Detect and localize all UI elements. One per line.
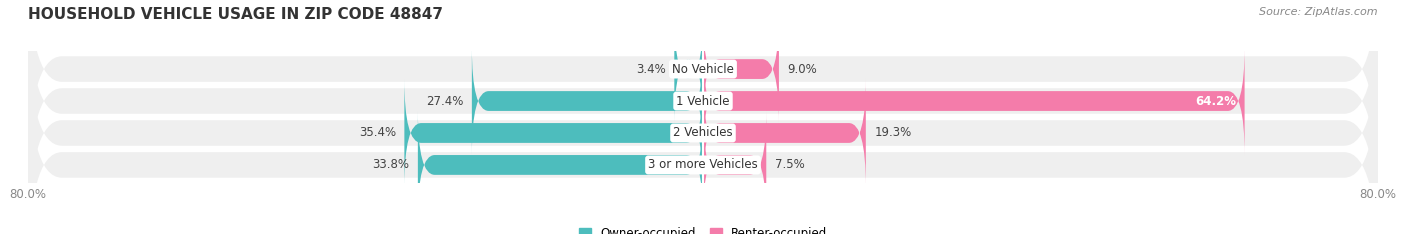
FancyBboxPatch shape (675, 15, 703, 123)
Text: 27.4%: 27.4% (426, 95, 464, 107)
Text: 64.2%: 64.2% (1195, 95, 1236, 107)
Text: 33.8%: 33.8% (373, 158, 409, 172)
Text: 35.4%: 35.4% (359, 127, 396, 139)
Legend: Owner-occupied, Renter-occupied: Owner-occupied, Renter-occupied (574, 222, 832, 234)
Text: 7.5%: 7.5% (775, 158, 804, 172)
FancyBboxPatch shape (703, 47, 1244, 155)
Text: HOUSEHOLD VEHICLE USAGE IN ZIP CODE 48847: HOUSEHOLD VEHICLE USAGE IN ZIP CODE 4884… (28, 7, 443, 22)
FancyBboxPatch shape (703, 111, 766, 219)
FancyBboxPatch shape (28, 0, 1378, 184)
FancyBboxPatch shape (405, 79, 703, 187)
FancyBboxPatch shape (28, 50, 1378, 234)
FancyBboxPatch shape (418, 111, 703, 219)
Text: Source: ZipAtlas.com: Source: ZipAtlas.com (1260, 7, 1378, 17)
FancyBboxPatch shape (28, 0, 1378, 216)
FancyBboxPatch shape (472, 47, 703, 155)
Text: 9.0%: 9.0% (787, 62, 817, 76)
FancyBboxPatch shape (703, 15, 779, 123)
Text: No Vehicle: No Vehicle (672, 62, 734, 76)
Text: 3.4%: 3.4% (636, 62, 666, 76)
Text: 1 Vehicle: 1 Vehicle (676, 95, 730, 107)
Text: 19.3%: 19.3% (875, 127, 911, 139)
FancyBboxPatch shape (703, 79, 866, 187)
Text: 3 or more Vehicles: 3 or more Vehicles (648, 158, 758, 172)
FancyBboxPatch shape (28, 18, 1378, 234)
Text: 2 Vehicles: 2 Vehicles (673, 127, 733, 139)
